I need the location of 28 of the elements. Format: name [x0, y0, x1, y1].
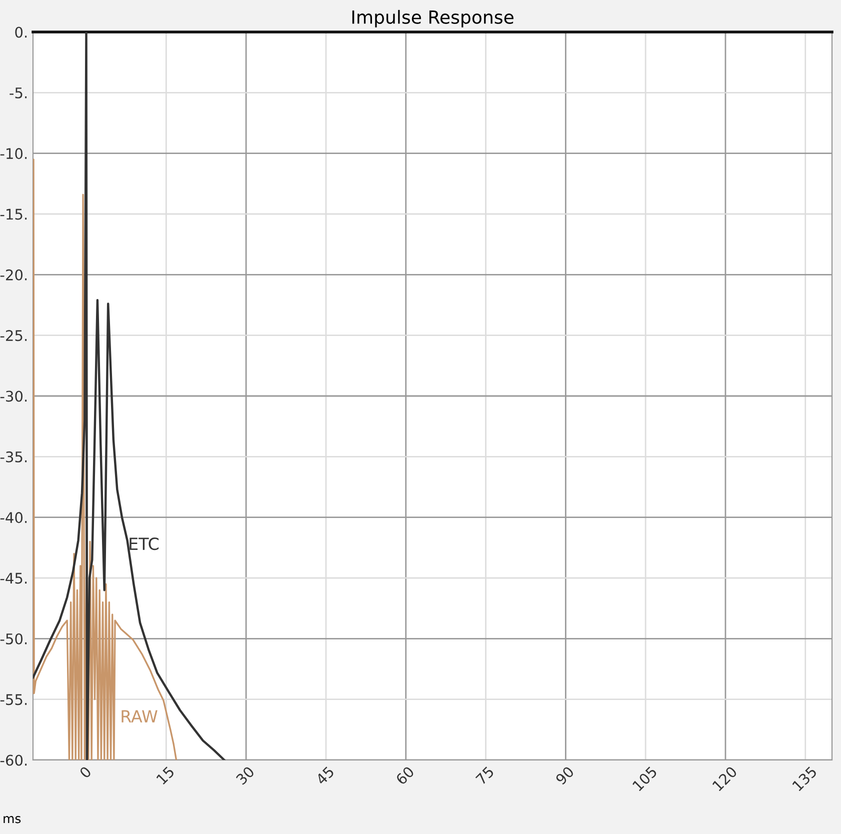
y-tick-label: -20. [0, 269, 27, 280]
series-label: RAW [122, 710, 158, 722]
x-tick-label: 75 [475, 766, 494, 786]
y-tick-label: -60. [0, 754, 27, 766]
y-tick-label: -55. [0, 694, 27, 706]
y-tick-label: -35. [0, 451, 27, 462]
y-tick-label: -5. [10, 88, 27, 98]
x-tick-label: 135 [792, 766, 818, 792]
y-tick-label: -25. [0, 330, 27, 342]
y-tick-label: -40. [0, 512, 27, 524]
x-tick-label: 60 [395, 766, 415, 786]
y-tick-label: 0. [15, 26, 27, 38]
x-tick-label: 30 [235, 766, 255, 786]
y-tick-label: -15. [0, 208, 27, 220]
x-axis-title: ms [4, 816, 21, 824]
x-tick-label: 105 [632, 766, 658, 792]
y-tick-label: -45. [0, 572, 27, 584]
y-tick-label: -10. [0, 148, 27, 160]
series-label: ETC [130, 537, 159, 550]
x-tick-label: 45 [315, 766, 335, 786]
x-tick-label: 90 [554, 766, 575, 786]
y-tick-label: -30. [0, 390, 27, 402]
x-tick-label: 15 [156, 766, 175, 785]
x-tick-label: 120 [712, 766, 738, 792]
line-series [33, 158, 178, 760]
x-tick-label: 0 [78, 766, 92, 779]
chart-title: Impulse Response [352, 10, 514, 28]
y-tick-label: -50. [0, 633, 27, 644]
